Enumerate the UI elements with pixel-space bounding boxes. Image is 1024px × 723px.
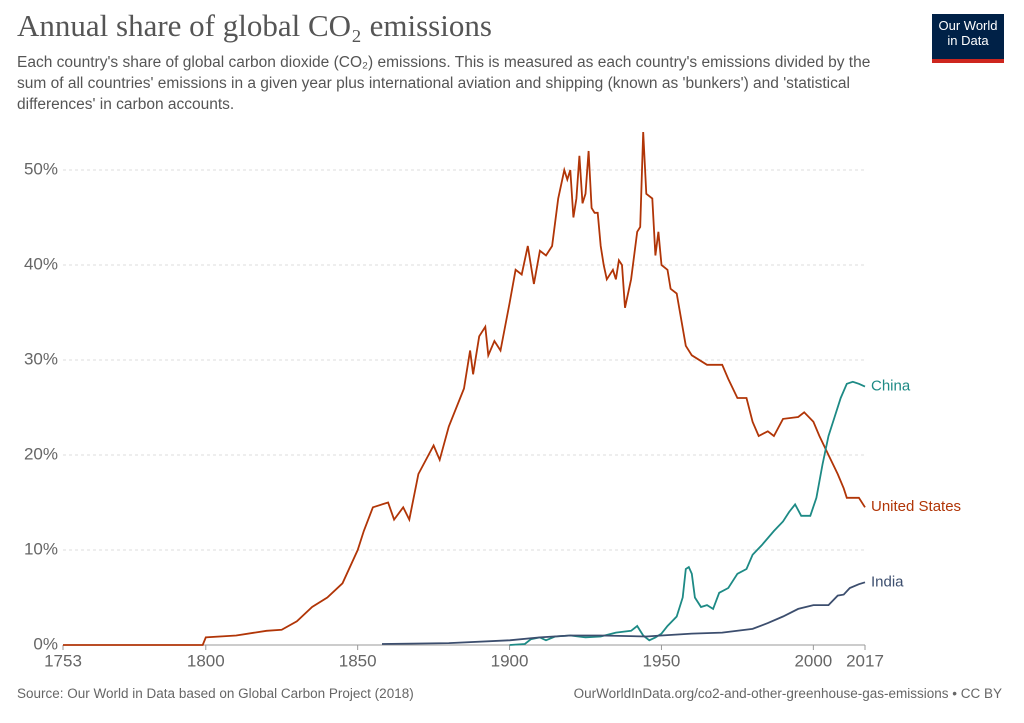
x-tick-label: 1753	[44, 651, 82, 670]
series-label: China	[871, 378, 911, 395]
x-tick-label: 1850	[339, 651, 377, 670]
y-tick-label: 50%	[24, 159, 58, 178]
y-tick-label: 0%	[33, 634, 58, 653]
y-tick-label: 20%	[24, 444, 58, 463]
x-tick-label: 1800	[187, 651, 225, 670]
x-tick-label: 2000	[794, 651, 832, 670]
x-tick-label: 2017	[846, 651, 884, 670]
chart-subtitle: Each country's share of global carbon di…	[17, 54, 871, 113]
logo-line: in Data	[947, 33, 989, 48]
x-tick-label: 1900	[491, 651, 529, 670]
series-line	[509, 380, 866, 646]
series-line	[381, 581, 866, 645]
y-tick-label: 40%	[24, 254, 58, 273]
x-tick-label: 1950	[643, 651, 681, 670]
logo[interactable]: Our World in Data	[932, 14, 1004, 63]
series-label: India	[871, 573, 904, 590]
logo-line: Our World	[938, 18, 998, 33]
y-tick-label: 10%	[24, 539, 58, 558]
y-tick-label: 30%	[24, 349, 58, 368]
series-label: United States	[871, 498, 961, 515]
chart-title: Annual share of global CO₂ emissions	[17, 8, 492, 43]
url-note[interactable]: OurWorldInData.org/co2-and-other-greenho…	[573, 686, 1002, 701]
source-note: Source: Our World in Data based on Globa…	[17, 686, 414, 701]
series-line	[63, 131, 866, 646]
